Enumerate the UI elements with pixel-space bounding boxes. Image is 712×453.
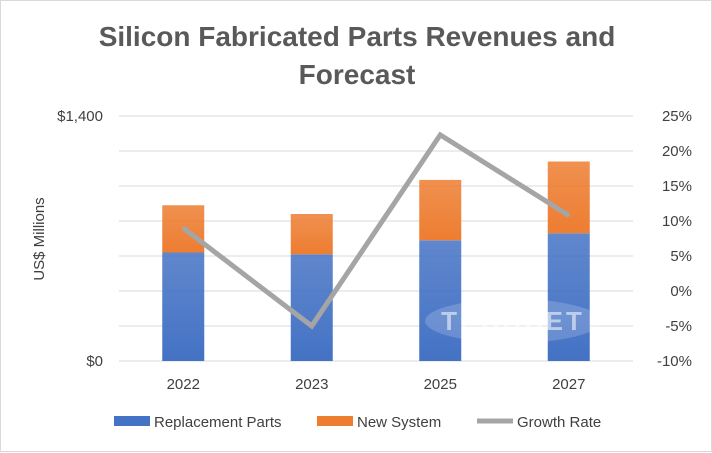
legend-label-growth-rate: Growth Rate xyxy=(517,414,601,431)
growth-rate-point-2022 xyxy=(181,226,185,230)
bar-replacement-parts-2025 xyxy=(419,240,462,361)
growth-rate-line xyxy=(181,131,571,330)
bar-new-system-2027 xyxy=(547,161,590,234)
watermark-ellipse xyxy=(425,299,601,343)
bar-replacement-parts-2027 xyxy=(547,233,590,361)
y-right-tick-label: 10% xyxy=(662,213,692,230)
y-right-tick-label: -10% xyxy=(657,353,692,370)
legend-label-replacement-parts: Replacement Parts xyxy=(154,414,282,431)
y-axis-title: US$ Millions xyxy=(31,197,48,280)
y-right-tick-label: 20% xyxy=(662,143,692,160)
x-tick-label: 2025 xyxy=(424,376,457,393)
bar-replacement-parts-2022 xyxy=(162,252,205,361)
x-tick-label: 2027 xyxy=(552,376,585,393)
bar-new-system-2023 xyxy=(290,214,333,255)
growth-rate-point-2027 xyxy=(567,213,571,217)
watermark-text: TECHCET xyxy=(441,306,585,336)
y-left-tick-label: $1,400 xyxy=(57,108,103,125)
x-tick-label: 2022 xyxy=(167,376,200,393)
legend-swatch-replacement-parts xyxy=(114,416,150,426)
techcet-watermark: TECHCET xyxy=(425,299,601,343)
growth-rate-point-2023 xyxy=(310,324,314,328)
y-right-tick-label: 25% xyxy=(662,108,692,125)
growth-line-layer xyxy=(181,131,571,330)
y-right-tick-label: -5% xyxy=(665,318,692,335)
chart-title-line-1: Silicon Fabricated Parts Revenues and xyxy=(99,21,616,52)
y-right-tick-label: 5% xyxy=(670,248,692,265)
y-left-tick-label: $0 xyxy=(86,353,103,370)
legend-swatch-new-system xyxy=(317,416,353,426)
axis-labels: $0 $1,400 -10% -5% 0% 5% 10% 15% 20% 25% 2022 2023 2… xyxy=(57,108,692,393)
y-right-tick-label: 15% xyxy=(662,178,692,195)
gridlines xyxy=(119,115,633,362)
legend-label-new-system: New System xyxy=(357,414,441,431)
growth-rate-point-2025 xyxy=(438,133,442,137)
chart-title-line-2: Forecast xyxy=(299,59,416,90)
legend: Replacement Parts New System Growth Rate xyxy=(114,414,601,431)
x-tick-label: 2023 xyxy=(295,376,328,393)
bar-new-system-2025 xyxy=(419,179,462,241)
y-right-tick-label: 0% xyxy=(670,283,692,300)
